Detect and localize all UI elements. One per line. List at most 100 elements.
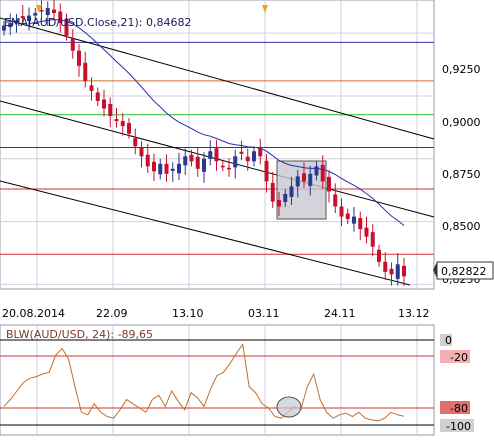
candle-down	[227, 167, 231, 170]
candle-down	[20, 16, 25, 19]
candle-down	[370, 232, 375, 247]
candle-up	[308, 173, 313, 186]
candle-down	[58, 11, 63, 24]
price-tick: 0,8500	[442, 220, 481, 233]
candle-down	[327, 176, 331, 192]
candle-down	[70, 38, 75, 51]
candle-down	[127, 123, 131, 134]
price-tick: 0,9000	[442, 116, 481, 129]
candle-down	[195, 156, 200, 169]
candle-down	[95, 92, 100, 101]
candle-down	[214, 148, 219, 162]
candle-down	[39, 10, 44, 12]
candle-up	[289, 186, 294, 197]
candle-up	[27, 15, 31, 22]
channel-line	[0, 180, 411, 286]
price-tick: 0,8750	[442, 168, 481, 181]
candle-down	[364, 227, 369, 237]
date-tick: 22.09	[96, 307, 128, 320]
candle-up	[177, 163, 181, 174]
candle-down	[358, 218, 363, 230]
candle-up	[33, 13, 38, 16]
candle-down	[64, 18, 69, 36]
candle-down	[389, 268, 394, 275]
candle-down	[239, 151, 244, 154]
osc-tick: -20	[450, 351, 468, 364]
candle-down	[89, 85, 94, 91]
date-tick: 13.10	[172, 307, 204, 320]
oscillator-panel-border	[0, 324, 435, 436]
event-marker-icon[interactable]	[36, 5, 42, 13]
candle-down	[277, 199, 281, 207]
current-price-label: 0,82822	[441, 265, 487, 278]
candle-down	[114, 119, 119, 122]
main-panel-border	[0, 0, 435, 290]
candle-down	[108, 103, 113, 117]
candle-up	[208, 151, 213, 159]
oscillator-highlight	[276, 396, 302, 418]
oscillator-label: BLW(AUD/USD, 24): -89,65	[6, 328, 153, 341]
date-axis: 20.08.2014 22.09 13.10 03.11 24.11 13.12	[2, 307, 430, 320]
candle-up	[158, 163, 163, 175]
candle-up	[202, 158, 206, 172]
candle-down	[245, 156, 250, 162]
candle-down	[270, 182, 275, 202]
candle-down	[220, 165, 225, 168]
osc-tick-box	[440, 401, 470, 414]
candle-up	[233, 156, 238, 168]
candle-down	[102, 99, 106, 109]
event-marker-icon[interactable]	[262, 5, 268, 13]
osc-tick-box	[440, 419, 474, 432]
candle-down	[258, 148, 263, 157]
ema-line	[28, 19, 405, 226]
price-tick: 0,9250	[442, 63, 481, 76]
candle-down	[83, 62, 88, 81]
candle-down	[164, 163, 169, 174]
osc-tick: -80	[450, 402, 468, 415]
osc-tick-box	[440, 350, 470, 363]
candle-down	[339, 206, 344, 217]
main-panel[interactable]: EMA(AUD/USD.Close,21): 0,84682	[0, 0, 435, 290]
date-tick: 20.08.2014	[2, 307, 65, 320]
candle-up	[295, 176, 300, 187]
candle-down	[133, 138, 138, 147]
ema-indicator-label: EMA(AUD/USD.Close,21): 0,84682	[4, 16, 191, 29]
date-tick: 24.11	[324, 307, 356, 320]
candle-up	[252, 151, 256, 162]
candle-down	[52, 9, 56, 14]
price-axis: 0,9250 0,9000 0,8750 0,8500 0,8250 0,828…	[433, 63, 494, 286]
candle-down	[402, 265, 406, 277]
candle-down	[377, 249, 381, 262]
candle-down	[120, 121, 125, 127]
oscillator-panel[interactable]: BLW(AUD/USD, 24): -89,65	[0, 324, 435, 436]
candle-up	[14, 20, 19, 23]
candle-up	[395, 264, 400, 279]
candle-down	[77, 50, 81, 66]
candle-down	[139, 147, 144, 157]
candle-down	[264, 160, 269, 182]
date-tick: 03.11	[248, 307, 280, 320]
osc-tick: -100	[446, 420, 471, 433]
candle-down	[320, 164, 325, 182]
candle-up	[170, 168, 175, 171]
candle-up	[352, 216, 356, 224]
candle-down	[145, 154, 150, 167]
candle-down	[302, 173, 306, 182]
osc-tick: 0	[445, 334, 452, 347]
candle-up	[314, 166, 319, 176]
consolidation-box	[276, 160, 327, 220]
osc-tick-box	[440, 334, 452, 346]
candle-down	[152, 161, 156, 172]
candle-down	[345, 213, 350, 220]
candle-up	[8, 23, 13, 28]
candle-down	[333, 194, 338, 207]
candle-up	[283, 193, 288, 203]
candle-up	[2, 25, 6, 31]
candle-down	[189, 154, 194, 162]
candle-up	[45, 8, 50, 16]
current-price-pointer-icon	[433, 262, 437, 278]
candle-down	[383, 261, 388, 272]
